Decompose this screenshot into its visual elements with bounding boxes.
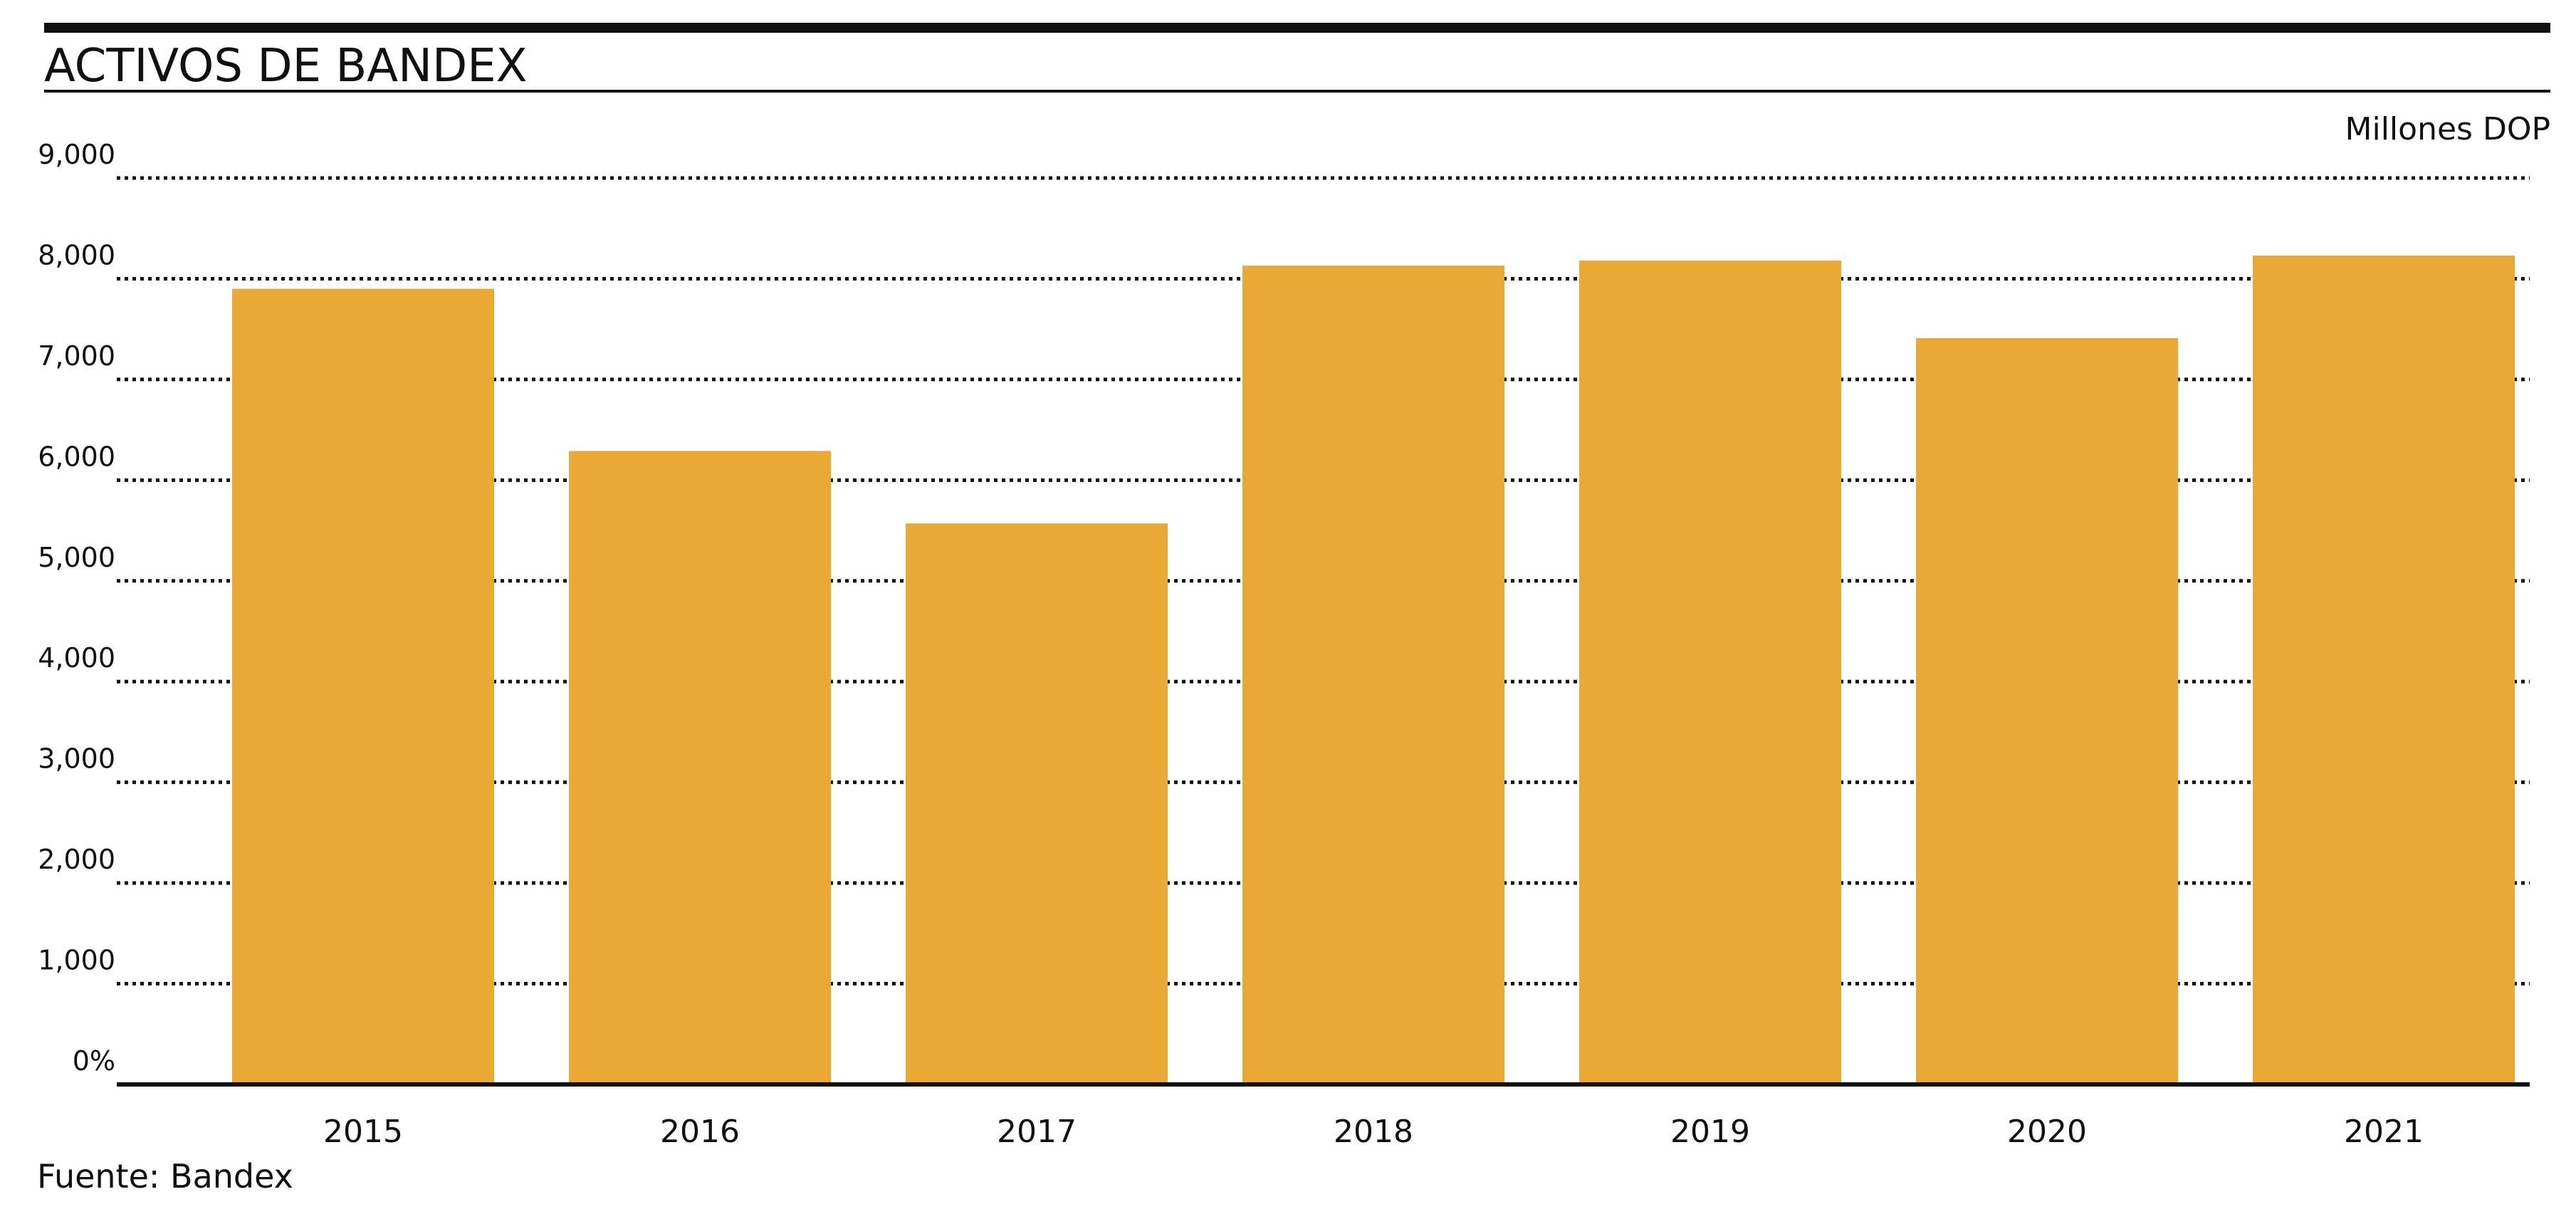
bar-2016 <box>569 451 831 1084</box>
bar-2015 <box>232 288 494 1085</box>
bar-2021 <box>2253 255 2515 1084</box>
chart-title: ACTIVOS DE BANDEX <box>44 40 528 93</box>
bars <box>232 255 2515 1085</box>
unit-label: Millones DOP <box>2345 111 2550 147</box>
y-tick-label: 3,000 <box>38 743 115 775</box>
y-axis-tick-labels: 0% 1,000 2,000 3,000 4,000 5,000 6,000 7,000 8,0… <box>38 139 115 1077</box>
bar-2020 <box>1916 338 2178 1084</box>
x-tick-label: 2018 <box>1334 1114 1413 1150</box>
bar-2017 <box>906 523 1168 1084</box>
x-tick-label: 2017 <box>997 1114 1077 1150</box>
y-tick-label: 9,000 <box>38 139 115 170</box>
y-tick-label: 1,000 <box>38 945 115 976</box>
y-tick-label: 7,000 <box>38 340 115 372</box>
bar-2018 <box>1242 266 1504 1085</box>
x-tick-label: 2015 <box>323 1114 403 1150</box>
x-tick-label: 2016 <box>660 1114 740 1150</box>
y-tick-label: 2,000 <box>38 844 115 875</box>
y-tick-label: 5,000 <box>38 542 115 573</box>
title-top-rule <box>44 23 2550 33</box>
x-tick-label: 2021 <box>2344 1114 2424 1150</box>
x-axis-tick-labels: 2015 2016 2017 2018 2019 2020 2021 <box>323 1114 2424 1150</box>
y-tick-label: 0% <box>73 1045 115 1077</box>
x-tick-label: 2019 <box>1670 1114 1750 1150</box>
x-tick-label: 2020 <box>2007 1114 2087 1150</box>
y-tick-label: 8,000 <box>38 239 115 271</box>
y-tick-label: 6,000 <box>38 441 115 472</box>
bar-2019 <box>1579 260 1841 1085</box>
source-note: Fuente: Bandex <box>37 1157 293 1196</box>
y-tick-label: 4,000 <box>38 642 115 674</box>
